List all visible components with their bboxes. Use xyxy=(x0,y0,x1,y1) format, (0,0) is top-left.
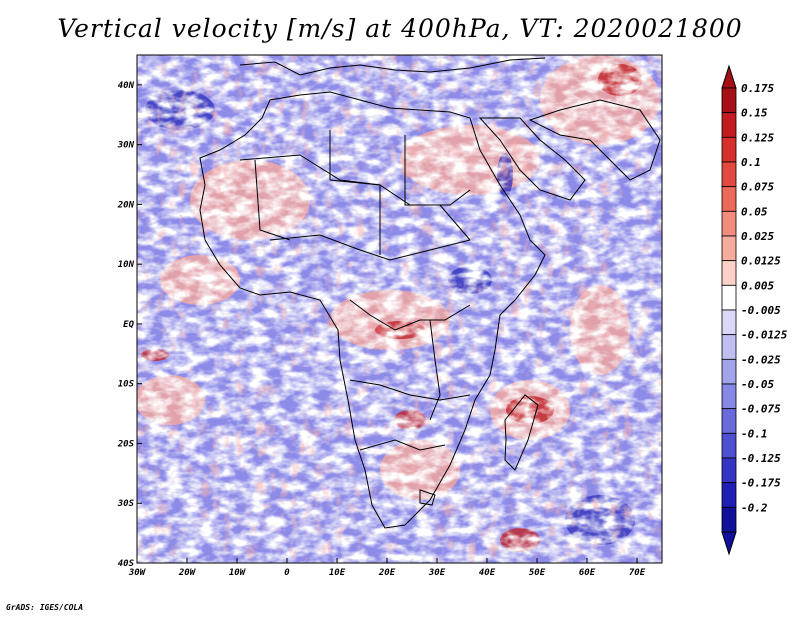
colorbar-swatch xyxy=(721,334,737,360)
coastlines xyxy=(199,57,661,529)
map-frame xyxy=(136,54,663,564)
lon-axis: 30W 20W 10W 0 10E 20E 30E 40E 50E 60E 70E xyxy=(128,558,646,578)
colorbar-swatch xyxy=(721,284,737,311)
colorbar-label: -0.1 xyxy=(741,427,768,440)
colorbar-max-arrow xyxy=(721,64,737,89)
colorbar-swatch xyxy=(721,432,737,459)
lon-label: 40E xyxy=(479,568,496,578)
colorbar-swatch xyxy=(721,136,737,163)
colorbar-swatch xyxy=(721,358,737,385)
colorbar-label: -0.175 xyxy=(741,477,781,490)
colorbar-label: -0.125 xyxy=(741,452,781,465)
lat-label: 10N xyxy=(118,260,135,270)
colorbar-label: -0.2 xyxy=(741,501,768,514)
colorbar-swatch xyxy=(721,235,737,262)
colorbar-label: 0.125 xyxy=(741,131,774,144)
colorbar-swatch xyxy=(721,506,737,533)
colorbar-label: 0.15 xyxy=(741,107,768,120)
lat-label: 20S xyxy=(117,439,135,449)
lon-label: 10W xyxy=(229,568,247,578)
colorbar-label: 0.05 xyxy=(741,205,768,218)
lon-label: 10E xyxy=(329,568,346,578)
colorbar-swatch xyxy=(721,260,737,286)
colorbar-swatch xyxy=(721,482,737,508)
lat-label: 40S xyxy=(118,559,135,569)
footer-credit: GrADS: IGES/COLA xyxy=(6,603,84,612)
lon-label: 50E xyxy=(529,568,546,578)
lon-label: 20W xyxy=(178,568,197,578)
colorbar-label: 0.005 xyxy=(741,279,774,292)
lon-label: 0 xyxy=(284,568,290,578)
colorbar-swatch xyxy=(721,161,737,188)
lat-label: EQ xyxy=(123,320,134,330)
lat-label: 30N xyxy=(117,141,135,151)
velocity-field xyxy=(137,55,662,563)
colorbar-min-arrow xyxy=(721,531,737,556)
lon-label: 60E xyxy=(579,568,596,578)
colorbar-label: 0.075 xyxy=(741,181,774,194)
lat-label: 10S xyxy=(118,380,135,390)
colorbar-swatch xyxy=(721,408,737,434)
colorbar-label: -0.075 xyxy=(741,403,781,416)
colorbar-swatch xyxy=(721,457,737,484)
colorbar-swatch xyxy=(721,112,737,138)
colorbar-swatch xyxy=(721,383,737,410)
lon-label: 30E xyxy=(428,568,446,578)
colorbar-label: -0.005 xyxy=(741,304,781,317)
colorbar-label: -0.025 xyxy=(741,353,781,366)
lon-label: 20E xyxy=(378,568,396,578)
lat-axis: 40N 30N 20N 10N EQ 10S 20S 30S 40S xyxy=(117,81,142,569)
colorbar-swatch xyxy=(721,210,737,237)
colorbar-label: 0.175 xyxy=(741,82,774,95)
colorbar-label: -0.05 xyxy=(741,378,774,391)
colorbar-swatch xyxy=(721,186,737,212)
colorbar-swatch xyxy=(721,87,737,114)
colorbar-label: -0.0125 xyxy=(741,329,788,342)
colorbar-label: 0.1 xyxy=(741,156,761,169)
lat-label: 30S xyxy=(117,499,135,509)
colorbar-swatch xyxy=(721,309,737,336)
lat-label: 40N xyxy=(118,81,135,91)
lon-label: 30W xyxy=(128,568,147,578)
colorbar-label: 0.0125 xyxy=(741,255,781,268)
lon-label: 70E xyxy=(629,568,646,578)
chart-title: Vertical velocity [m/s] at 400hPa, VT: 2… xyxy=(57,14,743,43)
lat-label: 20N xyxy=(117,200,135,210)
colorbar: 0.175 0.15 0.125 0.1 0.075 0.05 0.025 0.0125 0.0… xyxy=(721,64,788,556)
colorbar-label: 0.025 xyxy=(741,230,774,243)
